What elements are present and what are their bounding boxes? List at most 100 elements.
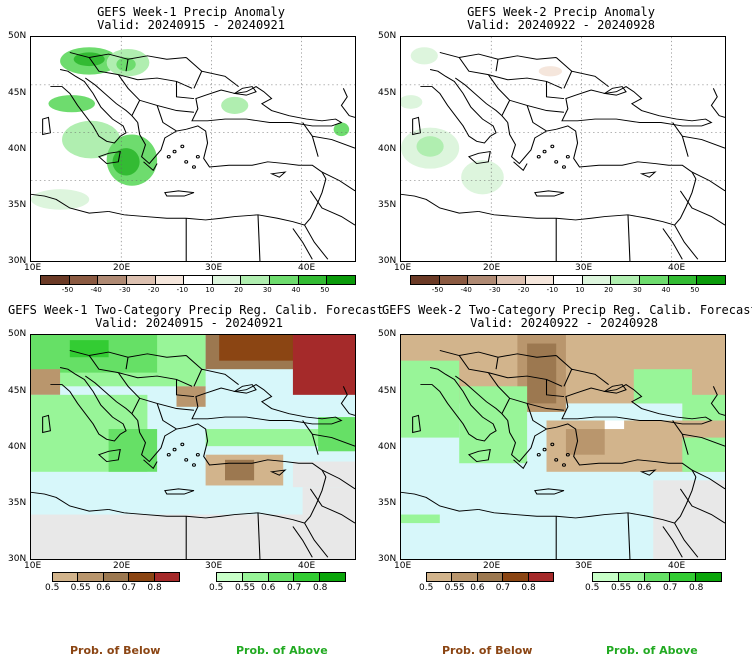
colorbar-swatch bbox=[270, 276, 299, 284]
panel1-title: GEFS Week-1 Precip Anomaly Valid: 2024091… bbox=[97, 5, 285, 32]
colorbar-label: 40 bbox=[661, 286, 671, 294]
prob-below-colorbar-week2 bbox=[426, 572, 554, 582]
colorbar-label: 0.55 bbox=[444, 583, 465, 593]
colorbar-swatch bbox=[320, 573, 345, 581]
colorbar-label: 0.7 bbox=[121, 583, 137, 593]
colorbar-label: -30 bbox=[119, 286, 131, 294]
colorbar-label: 20 bbox=[604, 286, 613, 294]
colorbar-swatch bbox=[439, 276, 469, 284]
colorbar-swatch bbox=[241, 276, 271, 284]
colorbar-label: 0.5 bbox=[45, 583, 60, 593]
colorbar-label: 0.5 bbox=[209, 583, 224, 593]
colorbar-swatch bbox=[41, 276, 70, 284]
colorbar-swatch bbox=[103, 573, 130, 581]
colorbar-swatch bbox=[298, 276, 328, 284]
colorbar-swatch bbox=[98, 276, 127, 284]
colorbar-label: 0.7 bbox=[663, 583, 678, 593]
colorbar-swatch bbox=[670, 573, 697, 581]
panel2-title: GEFS Week-2 Precip Anomaly Valid: 2024092… bbox=[467, 5, 655, 32]
panel4-title: GEFS Week-2 Two-Category Precip Reg. Cal… bbox=[382, 303, 752, 330]
colorbar-label: 20 bbox=[234, 286, 243, 294]
colorbar-label: 0.6 bbox=[96, 583, 111, 593]
colorbar-swatch bbox=[525, 276, 555, 284]
anomaly-colorbar-week1 bbox=[40, 275, 356, 285]
colorbar-swatch bbox=[268, 573, 295, 581]
colorbar-label: 0.55 bbox=[235, 583, 256, 593]
colorbar-label: 0.7 bbox=[495, 583, 511, 593]
colorbar-swatch bbox=[477, 573, 504, 581]
colorbar-label: 10 bbox=[575, 286, 585, 294]
colorbar-swatch bbox=[129, 573, 155, 581]
colorbar-label: 0.6 bbox=[637, 583, 652, 593]
colorbar-swatch bbox=[640, 276, 669, 284]
colorbar-swatch bbox=[155, 276, 185, 284]
colorbar-swatch bbox=[593, 573, 619, 581]
colorbar-label: -20 bbox=[147, 286, 160, 294]
colorbar-label: 0.8 bbox=[147, 583, 162, 593]
colorbar-label: -30 bbox=[489, 286, 501, 294]
colorbar-label: 40 bbox=[291, 286, 301, 294]
colorbar-label: 0.6 bbox=[470, 583, 485, 593]
colorbar-label: -10 bbox=[546, 286, 559, 294]
colorbar-label: -50 bbox=[431, 286, 444, 294]
colorbar-swatch bbox=[644, 573, 671, 581]
colorbar-label: 0.8 bbox=[689, 583, 704, 593]
prob-map-week1 bbox=[30, 334, 356, 560]
footer-prob-above-week1: Prob. of Above bbox=[236, 644, 328, 657]
colorbar-swatch bbox=[69, 276, 99, 284]
colorbar-swatch bbox=[78, 573, 104, 581]
colorbar-label: 0.55 bbox=[70, 583, 91, 593]
colorbar-label: 30 bbox=[632, 286, 642, 294]
colorbar-label: -50 bbox=[61, 286, 74, 294]
colorbar-swatch bbox=[242, 573, 269, 581]
colorbar-label: 0.7 bbox=[287, 583, 302, 593]
prob-above-colorbar-week1 bbox=[216, 572, 346, 582]
prob-below-colorbar-week1 bbox=[52, 572, 180, 582]
colorbar-swatch bbox=[696, 573, 721, 581]
colorbar-label: -40 bbox=[90, 286, 102, 294]
colorbar-swatch bbox=[212, 276, 242, 284]
anomaly-colorbar-week2 bbox=[410, 275, 726, 285]
footer-prob-below-week1: Prob. of Below bbox=[70, 644, 161, 657]
colorbar-swatch bbox=[294, 573, 321, 581]
colorbar-swatch bbox=[697, 276, 726, 284]
colorbar-label: -10 bbox=[176, 286, 189, 294]
colorbar-swatch bbox=[452, 573, 478, 581]
colorbar-swatch bbox=[618, 573, 645, 581]
colorbar-label: 50 bbox=[690, 286, 700, 294]
colorbar-label: -40 bbox=[460, 286, 472, 294]
prob-above-colorbar-week2 bbox=[592, 572, 722, 582]
colorbar-swatch bbox=[611, 276, 641, 284]
colorbar-label: 0.55 bbox=[611, 583, 632, 593]
colorbar-label: 10 bbox=[205, 286, 215, 294]
colorbar-swatch bbox=[503, 573, 529, 581]
colorbar-swatch bbox=[217, 573, 243, 581]
colorbar-label: 0.8 bbox=[521, 583, 536, 593]
colorbar-swatch bbox=[427, 573, 453, 581]
colorbar-swatch bbox=[327, 276, 356, 284]
colorbar-swatch bbox=[184, 276, 213, 284]
colorbar-swatch bbox=[554, 276, 583, 284]
colorbar-swatch bbox=[468, 276, 497, 284]
colorbar-swatch bbox=[53, 573, 79, 581]
colorbar-label: 0.5 bbox=[419, 583, 434, 593]
colorbar-swatch bbox=[668, 276, 698, 284]
colorbar-label: 0.5 bbox=[585, 583, 600, 593]
footer-prob-below-week2: Prob. of Below bbox=[442, 644, 533, 657]
colorbar-label: 30 bbox=[262, 286, 272, 294]
colorbar-label: -20 bbox=[517, 286, 530, 294]
colorbar-swatch bbox=[411, 276, 440, 284]
colorbar-label: 50 bbox=[320, 286, 330, 294]
colorbar-label: 0.8 bbox=[313, 583, 328, 593]
colorbar-swatch bbox=[126, 276, 156, 284]
anomaly-map-week2 bbox=[400, 36, 726, 262]
colorbar-swatch bbox=[528, 573, 554, 581]
panel3-title: GEFS Week-1 Two-Category Precip Reg. Cal… bbox=[8, 303, 384, 330]
footer-prob-above-week2: Prob. of Above bbox=[606, 644, 698, 657]
colorbar-swatch bbox=[496, 276, 526, 284]
anomaly-map-week1 bbox=[30, 36, 356, 262]
colorbar-swatch bbox=[154, 573, 180, 581]
colorbar-swatch bbox=[582, 276, 612, 284]
colorbar-label: 0.6 bbox=[261, 583, 276, 593]
prob-map-week2 bbox=[400, 334, 726, 560]
